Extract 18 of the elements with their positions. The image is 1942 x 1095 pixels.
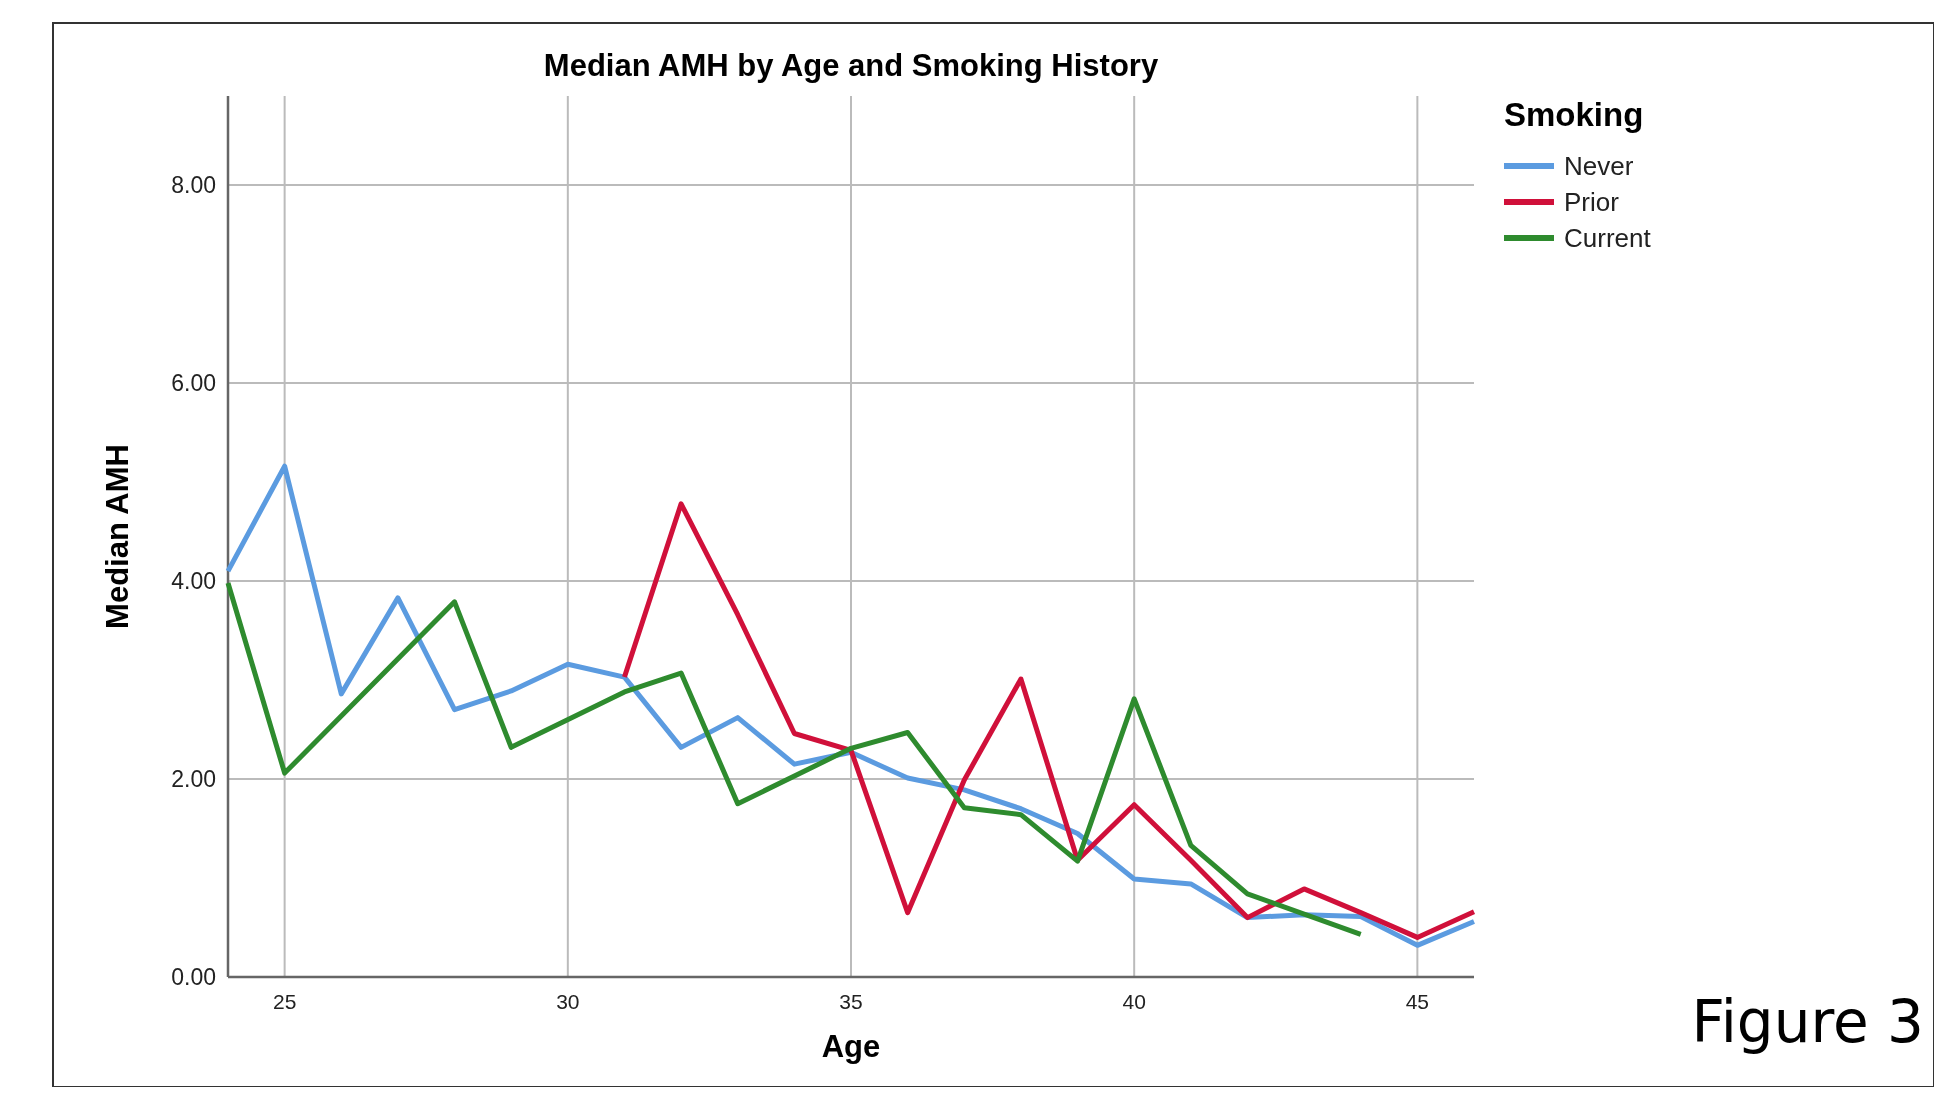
x-tick-label: 30 bbox=[556, 990, 580, 1013]
x-tick-label: 35 bbox=[839, 990, 863, 1013]
x-axis-title: Age bbox=[821, 1029, 881, 1064]
legend-label: Current bbox=[1564, 223, 1652, 253]
y-tick-label: 6.00 bbox=[171, 370, 216, 397]
x-tick-label: 25 bbox=[272, 990, 297, 1013]
y-tick-label: 2.00 bbox=[171, 766, 216, 793]
y-tick-label: 8.00 bbox=[171, 172, 216, 199]
x-tick-label: 40 bbox=[1122, 990, 1146, 1013]
legend-label: Prior bbox=[1564, 187, 1620, 217]
legend-label: Never bbox=[1564, 151, 1634, 181]
caption: Figure 3 bbox=[1691, 988, 1924, 1056]
y-tick-label: 4.00 bbox=[171, 568, 216, 595]
y-tick-label: 0.00 bbox=[171, 964, 216, 990]
x-tick-label: 45 bbox=[1405, 990, 1430, 1013]
chart-title: Median AMH by Age and Smoking History bbox=[543, 48, 1159, 83]
y-axis-title: Median AMH bbox=[100, 444, 135, 629]
legend-title: Smoking bbox=[1504, 96, 1644, 133]
